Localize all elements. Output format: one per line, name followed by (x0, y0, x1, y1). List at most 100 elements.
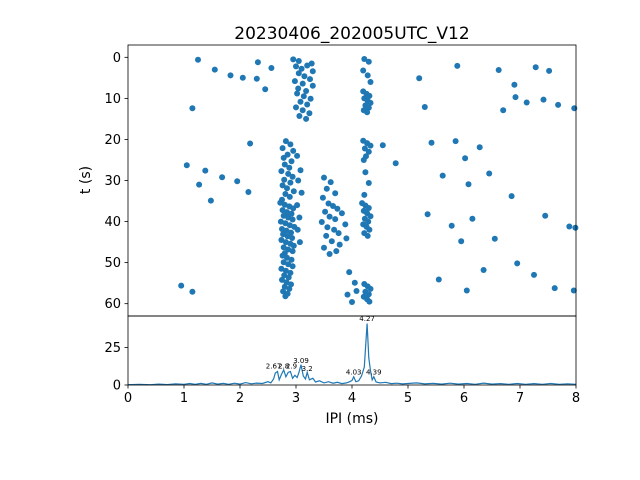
scatter-point (268, 65, 275, 71)
scatter-point (293, 104, 299, 111)
scatter-point (279, 145, 286, 152)
x-tick-label: 7 (516, 391, 524, 406)
scatter-point (282, 267, 289, 274)
scatter-point (298, 189, 305, 196)
scatter-point (285, 170, 292, 177)
scatter-point (342, 221, 349, 228)
scatter-point (299, 107, 306, 114)
scatter-point (300, 93, 307, 100)
scatter-point (234, 178, 241, 185)
y-tick-label: 20 (104, 133, 121, 148)
figure-title: 20230406_202005UTC_V12 (234, 24, 469, 44)
scatter-point (323, 232, 330, 239)
scatter-point (277, 218, 284, 225)
scatter-point (294, 90, 301, 97)
scatter-point (331, 226, 338, 233)
scatter-point (511, 81, 518, 88)
scatter-point (523, 99, 530, 106)
scatter-point (469, 215, 476, 222)
scatter-point (281, 283, 288, 290)
scatter-point (227, 72, 234, 79)
scatter-point (281, 176, 288, 183)
scatter-point (295, 85, 302, 92)
scatter-point (428, 139, 435, 146)
scatter-point (334, 205, 341, 212)
scatter-point (367, 213, 374, 220)
scatter-point (326, 213, 333, 220)
scatter-point (306, 110, 313, 117)
scatter-point (364, 232, 371, 239)
scatter-point (542, 212, 549, 219)
scatter-point (570, 287, 577, 294)
scatter-point (491, 235, 498, 242)
scatter-point (514, 260, 521, 267)
scatter-point (295, 177, 302, 184)
scatter-point (286, 222, 293, 229)
scatter-point (288, 158, 295, 165)
x-tick-label: 5 (404, 391, 412, 406)
scatter-point (296, 113, 303, 119)
scatter-point (551, 285, 558, 292)
scatter-point (439, 172, 446, 179)
scatter-point (280, 244, 287, 251)
x-tick-label: 1 (180, 391, 188, 406)
scatter-point (207, 197, 214, 204)
scatter-point (326, 251, 333, 257)
scatter-point (365, 180, 372, 186)
x-tick-label: 3 (292, 391, 300, 406)
scatter-point (454, 62, 461, 69)
scatter-point (476, 144, 483, 151)
scatter-point (296, 239, 303, 246)
scatter-point (202, 167, 209, 174)
scatter-point (349, 299, 355, 305)
scatter-point (290, 147, 297, 154)
scatter-point (421, 104, 428, 110)
scatter-point (297, 98, 304, 105)
scatter-point (284, 185, 290, 192)
scatter-point (318, 219, 325, 225)
y-tick-label: 60 (104, 297, 121, 312)
scatter-point (319, 194, 326, 201)
scatter-point (211, 66, 218, 73)
scatter-point (290, 56, 297, 63)
scatter-point (572, 224, 579, 231)
peak-annotation: 2.67 (266, 363, 282, 371)
scatter-point (245, 189, 252, 195)
scatter-point (452, 138, 459, 145)
y-tick-label: 40 (104, 215, 121, 230)
scatter-point (367, 79, 374, 85)
scatter-point (195, 56, 201, 63)
scatter-point (301, 73, 308, 80)
x-tick-label: 2 (236, 391, 244, 406)
scatter-point (495, 67, 502, 73)
panel-scatter: 0 10 20 30 40 50 60 (104, 44, 579, 317)
scatter-point (333, 248, 340, 255)
scatter-point (465, 181, 472, 188)
scatter-point (508, 193, 515, 200)
scatter-point (189, 288, 196, 295)
scatter-point (500, 107, 507, 114)
scatter-point (281, 161, 288, 168)
peak-annotation: 3.09 (293, 357, 309, 365)
scatter-point (416, 75, 423, 82)
scatter-point (289, 248, 296, 255)
peak-annotation: 4.39 (366, 369, 382, 377)
scatter-point (288, 256, 295, 263)
scatter-point (338, 210, 345, 217)
scatter-point (365, 58, 372, 65)
scatter-point (287, 141, 294, 148)
scatter-point (291, 78, 298, 85)
peak-annotation: 4.27 (359, 315, 375, 323)
scatter-point (546, 67, 553, 74)
scatter-point (282, 138, 289, 145)
scatter-point (303, 88, 310, 94)
scatter-point (285, 274, 292, 281)
scatter-point (480, 267, 487, 273)
scatter-point (366, 92, 373, 99)
scatter-point (365, 218, 372, 225)
scatter-point (365, 291, 372, 298)
scatter-point (282, 293, 289, 300)
scatter-point (294, 202, 301, 209)
scatter-point (424, 211, 431, 218)
